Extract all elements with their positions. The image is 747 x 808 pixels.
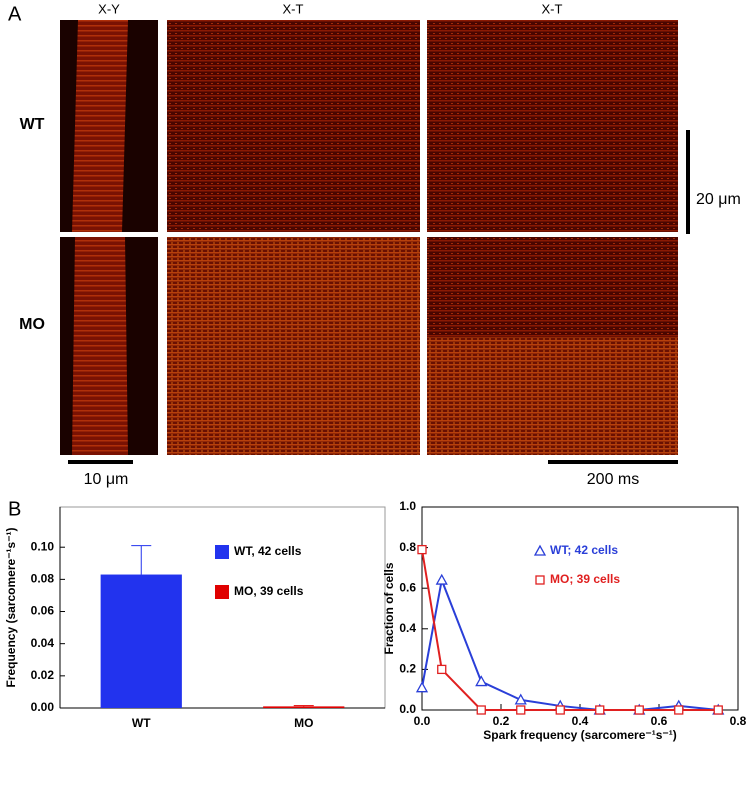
row-label: WT xyxy=(20,116,45,133)
marker xyxy=(595,705,605,715)
legend-swatch xyxy=(215,585,229,599)
scale-bar xyxy=(548,460,678,464)
bar xyxy=(263,706,345,708)
cell-mo xyxy=(72,237,128,455)
legend-label: MO; 39 cells xyxy=(550,572,620,586)
scale-label: 20 μm xyxy=(696,191,741,208)
error-bar xyxy=(293,705,314,707)
column-title: X-Y xyxy=(98,1,120,16)
bar xyxy=(100,574,182,708)
marker xyxy=(476,705,486,715)
y-tick-label: 0.06 xyxy=(31,604,55,618)
marker xyxy=(516,705,526,715)
legend-label: MO, 39 cells xyxy=(234,584,304,598)
x-tick-label: 0.0 xyxy=(414,714,431,728)
column-title: X-T xyxy=(542,1,563,16)
x-tick-label: 0.8 xyxy=(730,714,747,728)
y-tick-label: 0.8 xyxy=(399,540,416,554)
x-tick-label: 0.2 xyxy=(493,714,510,728)
image-xt-wt-1 xyxy=(167,20,420,232)
y-axis-title: Frequency (sarcomere⁻¹s⁻¹) xyxy=(4,527,18,687)
x-tick-label: WT xyxy=(132,716,151,730)
x-axis-title: Spark frequency (sarcomere⁻¹s⁻¹) xyxy=(483,728,676,742)
image-xt-wt-2 xyxy=(427,20,678,232)
panel-label: A xyxy=(8,3,22,25)
legend-label: WT; 42 cells xyxy=(550,543,618,557)
marker xyxy=(415,681,429,693)
marker xyxy=(417,544,427,555)
marker xyxy=(475,675,488,687)
cell-wt xyxy=(72,20,128,232)
y-tick-label: 0.4 xyxy=(399,621,416,635)
plot-frame xyxy=(421,506,739,711)
y-tick-label: 0.6 xyxy=(399,580,416,594)
scale-label: 10 μm xyxy=(84,471,129,488)
x-tick-label: 0.4 xyxy=(572,714,589,728)
scale-bar xyxy=(686,130,690,234)
marker xyxy=(435,573,448,585)
y-tick-label: 0.04 xyxy=(31,636,55,650)
y-tick-label: 0.0 xyxy=(399,702,416,716)
legend-swatch xyxy=(215,545,229,559)
legend-marker xyxy=(533,544,547,556)
marker xyxy=(713,705,723,715)
image-panel: A B X-Y X-T X-T WT MO 20 μm 10 μm 200 ms xyxy=(8,1,741,520)
scale-bar xyxy=(68,460,133,464)
row-label: MO xyxy=(19,316,45,333)
image-xt-mo-2b xyxy=(427,337,678,455)
legend-label: WT, 42 cells xyxy=(234,544,302,558)
marker xyxy=(555,705,565,715)
marker xyxy=(674,705,684,715)
y-tick-label: 0.08 xyxy=(31,572,55,586)
error-bar xyxy=(131,545,152,575)
x-tick-label: 0.6 xyxy=(651,714,668,728)
column-title: X-T xyxy=(283,1,304,16)
series-line xyxy=(421,576,719,711)
panel-label: B xyxy=(8,498,21,520)
marker xyxy=(634,705,644,715)
scale-label: 200 ms xyxy=(587,471,639,488)
marker xyxy=(514,693,527,705)
legend-marker xyxy=(535,575,545,585)
y-tick-label: 1.0 xyxy=(399,499,416,513)
y-tick-label: 0.02 xyxy=(31,668,55,682)
y-tick-label: 0.00 xyxy=(31,700,55,714)
marker xyxy=(437,664,447,675)
image-xt-mo-2a xyxy=(427,237,678,337)
y-tick-label: 0.10 xyxy=(31,539,55,553)
x-tick-label: MO xyxy=(294,716,313,730)
y-tick-label: 0.2 xyxy=(399,662,416,676)
y-axis-title: Fraction of cells xyxy=(382,562,396,654)
image-xt-mo-1 xyxy=(167,237,420,455)
